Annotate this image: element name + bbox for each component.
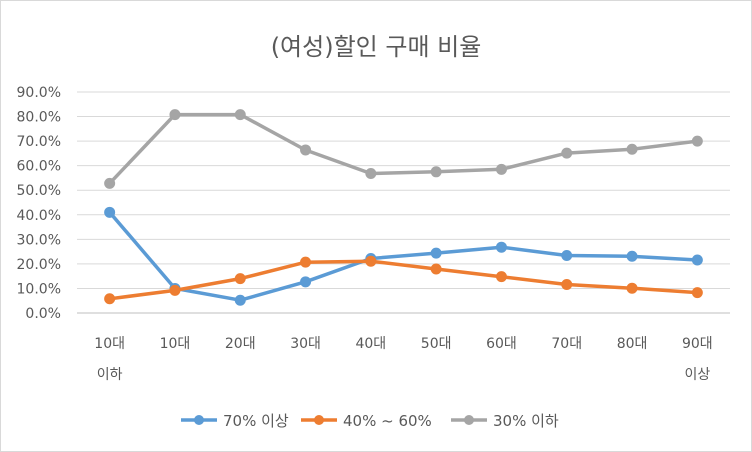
x-tick-label: 10대 — [160, 336, 191, 352]
legend-marker — [194, 415, 204, 425]
data-point — [104, 293, 116, 305]
data-point — [365, 255, 377, 267]
y-tick-label: 60.0% — [17, 159, 61, 175]
data-point — [300, 276, 312, 288]
data-point — [430, 166, 442, 178]
x-tick-label: 이상 — [684, 367, 710, 383]
data-point — [691, 135, 703, 147]
y-tick-label: 70.0% — [17, 134, 61, 150]
data-point — [104, 177, 116, 189]
series-line — [107, 112, 700, 186]
data-point — [561, 250, 573, 262]
legend: 70% 이상 40% ~ 60% 30% 이하 — [181, 412, 559, 430]
y-tick-label: 50.0% — [17, 183, 61, 199]
gridlines — [77, 91, 730, 314]
y-tick-label: 10.0% — [17, 281, 61, 297]
data-point — [561, 279, 573, 291]
series-line — [107, 210, 700, 302]
chart-title: (여성)할인 구매 비율 — [271, 33, 482, 61]
y-tick-label: 40.0% — [17, 208, 61, 224]
y-tick-label: 90.0% — [17, 85, 61, 101]
x-tick-label: 40대 — [355, 336, 386, 352]
legend-marker — [464, 415, 474, 425]
x-tick-label: 10대 — [94, 336, 125, 352]
x-tick-label: 30대 — [290, 336, 321, 352]
data-point — [234, 294, 246, 306]
legend-label: 70% 이상 — [223, 412, 289, 430]
legend-marker — [314, 415, 324, 425]
data-point — [430, 263, 442, 275]
data-point — [495, 163, 507, 175]
legend-label: 40% ~ 60% — [343, 412, 432, 430]
data-point — [300, 144, 312, 156]
data-point — [300, 256, 312, 268]
data-point — [626, 250, 638, 262]
data-point — [365, 168, 377, 180]
x-tick-label: 이하 — [97, 367, 123, 383]
data-point — [169, 109, 181, 121]
y-tick-label: 80.0% — [17, 110, 61, 126]
series-line — [107, 259, 700, 301]
y-axis: 0.0% 10.0% 20.0% 30.0% 40.0% 50.0% 60.0% 70.0% 8… — [17, 85, 61, 322]
x-tick-label: 20대 — [225, 336, 256, 352]
data-point — [169, 284, 181, 296]
data-point — [234, 109, 246, 121]
data-point — [495, 241, 507, 253]
y-tick-label: 0.0% — [25, 306, 61, 322]
data-point — [691, 254, 703, 266]
series-lines — [104, 109, 703, 306]
x-tick-label: 90대 — [682, 336, 713, 352]
legend-label: 30% 이하 — [493, 412, 559, 430]
x-tick-label: 60대 — [486, 336, 517, 352]
data-point — [495, 271, 507, 283]
x-tick-label: 70대 — [551, 336, 582, 352]
y-tick-label: 30.0% — [17, 232, 61, 248]
data-point — [430, 247, 442, 259]
data-point — [104, 206, 116, 218]
data-point — [626, 282, 638, 294]
data-point — [626, 143, 638, 155]
data-point — [691, 287, 703, 299]
x-tick-label: 80대 — [617, 336, 648, 352]
data-point — [234, 273, 246, 285]
y-tick-label: 20.0% — [17, 257, 61, 273]
x-tick-label: 50대 — [421, 336, 452, 352]
data-point — [561, 147, 573, 159]
